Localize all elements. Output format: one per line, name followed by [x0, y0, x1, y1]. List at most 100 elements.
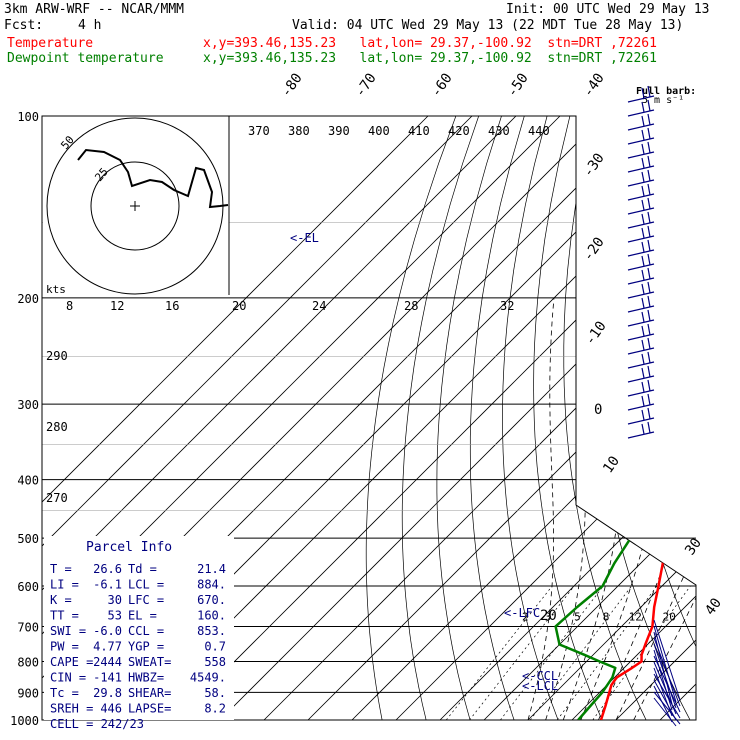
isotherm-label: -50: [504, 70, 532, 100]
wind-barb: [653, 691, 681, 725]
mixing-ratio-label: 12: [629, 610, 642, 623]
isotherm-label: -80: [278, 70, 306, 100]
dry-adiabat: [365, 116, 457, 720]
isotherm-label: 20: [540, 608, 557, 624]
wind-barb-flag: [641, 255, 645, 267]
parcel-value: 29.8: [93, 686, 122, 700]
wind-barb-flag: [641, 115, 645, 127]
wind-barb-flag: [641, 185, 645, 197]
mixing-ratio-label: 3: [544, 610, 551, 623]
wind-barb: [653, 637, 681, 707]
isotherm-label: -60: [428, 70, 456, 100]
parcel-label: SREH =: [50, 702, 93, 716]
level-annotation: <-LCL: [522, 679, 558, 693]
theta-label: 280: [46, 420, 68, 434]
wind-barb-flag: [647, 155, 651, 168]
dry-adiabat: [563, 116, 647, 720]
wind-barb-flag: [647, 365, 651, 378]
isotherm-label: 0: [594, 402, 602, 418]
wind-barb: [653, 643, 677, 709]
parcel-label: LFC =: [128, 593, 164, 607]
wind-barb-flag: [647, 393, 651, 406]
parcel-value: 21.4: [197, 562, 226, 576]
dry-adiabat: [701, 116, 740, 720]
wind-barb-flag: [647, 239, 651, 252]
parcel-value: 558: [204, 655, 226, 669]
parcel-value: 884.: [197, 578, 226, 592]
parcel-label: HWBZ=: [128, 671, 164, 685]
parcel-value: 446: [100, 702, 122, 716]
parcel-value: -141: [93, 671, 122, 685]
theta-label: 410: [408, 124, 430, 138]
theta-label: 430: [488, 124, 510, 138]
parcel-label: CIN =: [50, 671, 86, 685]
parcel-label: LAPSE=: [128, 702, 171, 716]
speed-axis-label: 28: [404, 299, 418, 313]
wind-barb-flag: [641, 381, 645, 393]
wind-barb-flag: [647, 253, 651, 266]
isotherm-line: [42, 116, 429, 720]
hodograph-ring-25: [90, 161, 180, 251]
wind-barb-flag: [647, 295, 651, 308]
theta-label: 420: [448, 124, 470, 138]
dry-adiabat: [436, 116, 502, 720]
wind-barb-flag: [647, 351, 651, 364]
wind-barb-flag: [647, 85, 651, 98]
wind-barb: [653, 679, 677, 721]
wind-barb-flag: [641, 423, 645, 435]
mixing-ratio-line: [500, 585, 604, 720]
temperature-location: x,y=393.46,135.23 lat,lon= 29.37,-100.92…: [203, 36, 657, 51]
isotherm-line: [263, 116, 696, 720]
moist-adiabat: [580, 297, 667, 720]
wind-barb-flag: [647, 323, 651, 336]
parcel-value: 853.: [197, 624, 226, 638]
wind-barb-flag: [641, 241, 645, 253]
parcel-label: SHEAR=: [128, 686, 171, 700]
hodograph-trace: [77, 148, 229, 209]
wind-barb-flag: [641, 213, 645, 225]
parcel-value: 0.7: [204, 640, 226, 654]
isotherm-label: -40: [580, 70, 608, 100]
theta-label: 370: [248, 124, 270, 138]
speed-axis-label: 12: [110, 299, 124, 313]
theta-label: 290: [46, 349, 68, 363]
wind-barb: [653, 631, 673, 705]
pressure-label: 500: [17, 532, 39, 546]
dry-adiabat: [674, 116, 696, 720]
forecast-label: Fcst:: [4, 18, 44, 33]
parcel-value: 4549.: [190, 671, 226, 685]
dry-adiabat: [726, 116, 740, 720]
dry-adiabat: [620, 116, 696, 720]
speed-axis-label: 20: [232, 299, 246, 313]
wind-barb-flag: [641, 157, 645, 169]
pressure-label: 200: [17, 292, 39, 306]
wind-barb-flag: [647, 337, 651, 350]
hodograph-units: kts: [46, 283, 66, 296]
pressure-label: 900: [17, 686, 39, 700]
model-title: 3km ARW-WRF -- NCAR/MMM: [4, 2, 185, 17]
wind-barb-flag: [647, 113, 651, 126]
wind-barb-flag: [647, 379, 651, 392]
wind-barb-flag: [641, 129, 645, 141]
wind-barb: [653, 697, 677, 727]
parcel-label: Tc =: [50, 686, 79, 700]
parcel-value: -6.0: [93, 624, 122, 638]
wind-barb-flag: [647, 309, 651, 322]
wind-barb-flag: [641, 395, 645, 407]
plot-frame: [41, 115, 697, 721]
wind-barb-flag: [647, 99, 651, 112]
wind-barb-flag: [641, 353, 645, 365]
parcel-label: SWI =: [50, 624, 86, 638]
parcel-panel-bg: [44, 536, 234, 720]
wind-barb-flag: [641, 269, 645, 281]
isotherm-line: [42, 116, 517, 720]
dry-adiabat: [502, 116, 559, 720]
parcel-label: LI =: [50, 578, 79, 592]
dry-adiabat: [592, 116, 691, 720]
wind-barb-flag: [647, 169, 651, 182]
moist-adiabat: [615, 297, 696, 720]
wind-barb-flag: [641, 367, 645, 379]
parcel-label: SWEAT=: [128, 655, 171, 669]
speed-axis-label: 8: [66, 299, 73, 313]
dry-adiabat: [533, 116, 603, 720]
